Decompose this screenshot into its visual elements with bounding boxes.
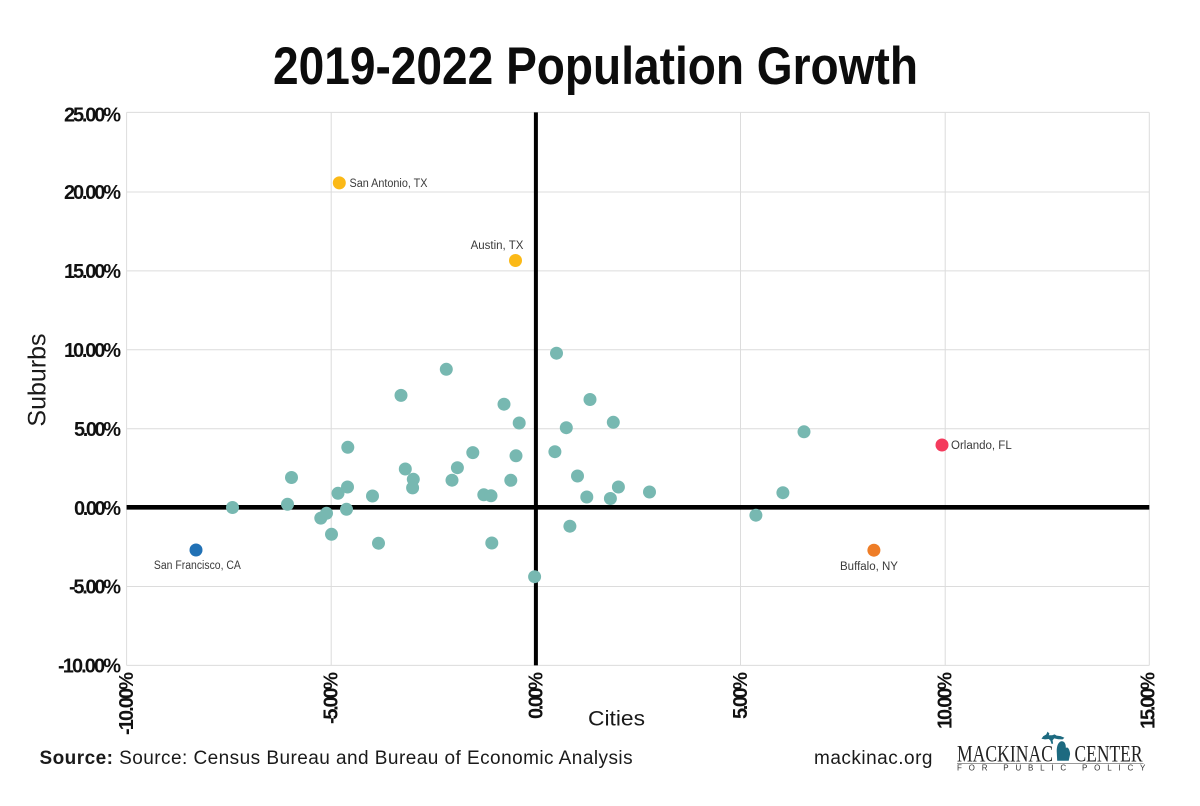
svg-text:-5.00%: -5.00% — [69, 577, 121, 599]
svg-text:FOR PUBLIC POLICY: FOR PUBLIC POLICY — [957, 764, 1152, 773]
svg-text:Orlando, FL: Orlando, FL — [951, 440, 1012, 452]
svg-text:5.00%: 5.00% — [74, 419, 121, 441]
svg-text:20.00%: 20.00% — [64, 182, 121, 204]
svg-text:5.00%: 5.00% — [730, 672, 752, 719]
svg-text:15.00%: 15.00% — [1138, 672, 1160, 729]
svg-text:0.00%: 0.00% — [74, 498, 121, 520]
svg-text:15.00%: 15.00% — [64, 261, 121, 283]
svg-text:mackinac.org: mackinac.org — [814, 748, 933, 769]
svg-text:Buffalo, NY: Buffalo, NY — [840, 561, 898, 573]
svg-text:10.00%: 10.00% — [935, 672, 957, 729]
svg-text:-5.00%: -5.00% — [321, 672, 343, 724]
svg-text:Source: Source: Census Bureau: Source: Source: Census Bureau and Bureau… — [40, 748, 634, 769]
svg-text:2019-2022 Population Growth: 2019-2022 Population Growth — [273, 37, 918, 96]
svg-text:Cities: Cities — [588, 708, 645, 731]
svg-text:Suburbs: Suburbs — [24, 333, 52, 426]
svg-text:-10.00%: -10.00% — [116, 672, 138, 735]
svg-text:25.00%: 25.00% — [64, 105, 121, 127]
svg-text:San Francisco, CA: San Francisco, CA — [154, 560, 241, 572]
svg-text:Austin, TX: Austin, TX — [471, 240, 524, 252]
svg-text:-10.00%: -10.00% — [58, 656, 121, 678]
svg-text:0.00%: 0.00% — [525, 672, 547, 719]
svg-text:San Antonio, TX: San Antonio, TX — [350, 178, 428, 190]
svg-text:10.00%: 10.00% — [64, 340, 121, 362]
